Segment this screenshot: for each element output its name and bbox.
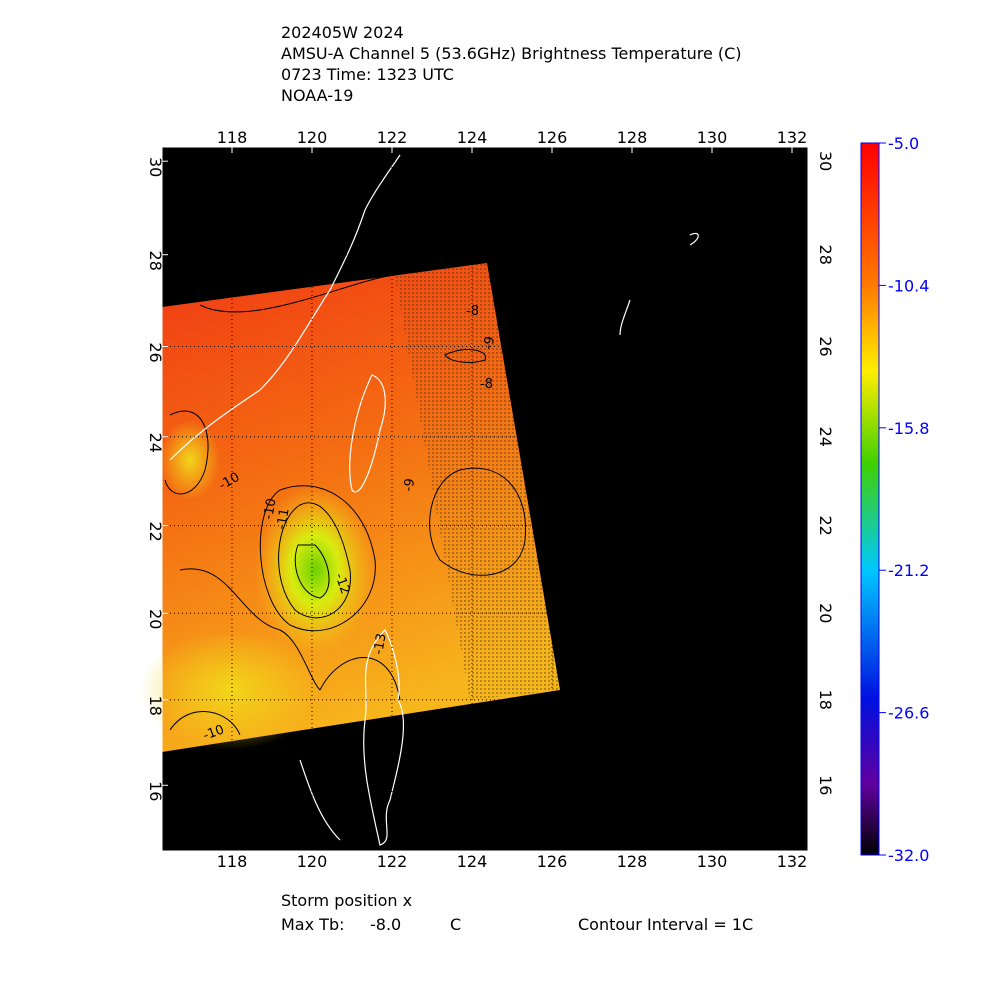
- lat-tick-label: 16: [816, 775, 835, 795]
- header: 202405W 2024 AMSU-A Channel 5 (53.6GHz) …: [281, 23, 742, 105]
- colorbar-label: -15.8: [888, 419, 929, 438]
- lat-tick-label: 22: [146, 521, 165, 541]
- lat-tick-label: 30: [146, 157, 165, 177]
- contour-label: -10: [201, 722, 226, 743]
- contour-label: -11: [274, 507, 292, 531]
- lat-tick-label: 26: [146, 342, 165, 362]
- lat-tick-label: 20: [146, 609, 165, 629]
- contours: [164, 274, 527, 736]
- contour-label: -13: [371, 632, 389, 656]
- lat-tick-label: 24: [816, 427, 835, 447]
- lat-tick-label: 22: [816, 515, 835, 535]
- contour-interval: Contour Interval = 1C: [578, 915, 753, 934]
- lat-tick-label: 28: [816, 245, 835, 265]
- lat-tick-label: 18: [816, 690, 835, 710]
- lon-tick-label: 130: [697, 852, 728, 871]
- footer: Storm position x Max Tb: -8.0 C Contour …: [281, 891, 753, 934]
- header-line: 0723 Time: 1323 UTC: [281, 65, 454, 84]
- colorbar: -5.0 -10.4 -15.8 -21.2 -26.6 -32.0: [860, 134, 929, 865]
- lon-tick-label: 128: [617, 852, 648, 871]
- map-axes: 118 118 120 120 122 122 124 124 126 126 128 128 130 1…: [146, 128, 835, 871]
- lon-tick-label: 132: [777, 128, 808, 147]
- contour-label: -12: [331, 571, 352, 596]
- lat-tick-label: 30: [816, 151, 835, 171]
- colorbar-label: -32.0: [888, 846, 929, 865]
- map-frame: [161, 146, 809, 852]
- contour-label: -9: [481, 335, 498, 350]
- lat-tick-label: 16: [146, 781, 165, 801]
- lon-tick-label: 124: [457, 852, 488, 871]
- graticule: [162, 147, 808, 851]
- colorbar-label: -10.4: [888, 276, 929, 295]
- lon-tick-label: 124: [457, 128, 488, 147]
- lon-tick-label: 122: [377, 852, 408, 871]
- lat-tick-label: 28: [146, 251, 165, 271]
- storm-position: Storm position x: [281, 891, 412, 910]
- lon-tick-label: 120: [297, 128, 328, 147]
- max-tb-label: Max Tb:: [281, 915, 344, 934]
- rain-flag: [395, 263, 560, 700]
- lon-tick-label: 120: [297, 852, 328, 871]
- lat-tick-label: 18: [146, 696, 165, 716]
- lon-tick-label: 118: [217, 128, 248, 147]
- lon-tick-label: 126: [537, 852, 568, 871]
- contour-label: -10: [261, 497, 279, 521]
- header-line: 202405W 2024: [281, 23, 404, 42]
- contour-label: -9: [401, 477, 418, 492]
- cool-area: [160, 420, 220, 500]
- lon-tick-label: 132: [777, 852, 808, 871]
- colorbar-label: -26.6: [888, 704, 929, 723]
- lat-tick-label: 24: [146, 433, 165, 453]
- cool-area: [140, 630, 320, 750]
- colorbar-label: -5.0: [888, 134, 919, 153]
- lon-tick-label: 128: [617, 128, 648, 147]
- contour-label: -8: [480, 377, 493, 392]
- colorbar-label: -21.2: [888, 561, 929, 580]
- lon-tick-label: 130: [697, 128, 728, 147]
- max-tb-unit: C: [450, 915, 461, 934]
- map: -8 -8 -9 -9 -10 -10 -11 -12 -13 -10: [140, 146, 809, 852]
- colorbar-scale: [860, 142, 880, 856]
- header-line: NOAA-19: [281, 86, 353, 105]
- max-tb-value: -8.0: [370, 915, 401, 934]
- lat-tick-label: 20: [816, 603, 835, 623]
- contour-label: -8: [466, 304, 479, 319]
- lon-tick-label: 118: [217, 852, 248, 871]
- lon-tick-label: 122: [377, 128, 408, 147]
- lon-tick-label: 126: [537, 128, 568, 147]
- header-line: AMSU-A Channel 5 (53.6GHz) Brightness Te…: [281, 44, 742, 63]
- lat-tick-label: 26: [816, 336, 835, 356]
- cold-area: [255, 485, 375, 655]
